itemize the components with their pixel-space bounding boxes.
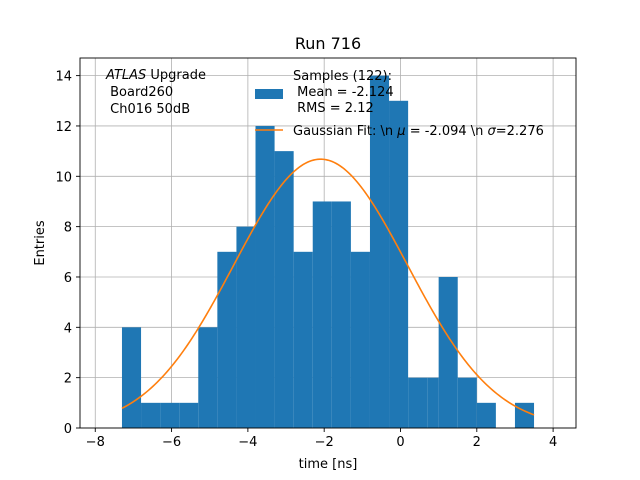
x-axis-ticks: −8 −6 −4 −2 0 2 4 [86,428,557,450]
histogram-bar [438,276,458,428]
x-axis-label: time [ns] [299,457,358,472]
chart-title: Run 716 [295,34,361,53]
legend-fit-label: Gaussian Fit: \n μ = -2.094 \n σ=2.276 [293,124,544,139]
legend-fit-prefix: Gaussian Fit: \n [293,124,397,139]
annotation-upgrade: Upgrade [146,68,206,83]
run-annotation: ATLAS Upgrade Board260 Ch016 50dB [105,68,206,117]
histogram-bar [312,201,332,428]
annotation-channel: Ch016 50dB [106,102,190,117]
histogram-bar [369,75,390,428]
histogram-bar [476,402,496,428]
histogram-bar [408,377,428,428]
legend-fit-mu-symbol: μ [396,124,405,139]
histogram-bar [331,201,351,428]
legend-rms-label: RMS = 2.12 [293,101,374,116]
x-tick-label: 2 [473,435,481,450]
x-tick-label: 4 [549,435,557,450]
x-tick-label: −4 [238,435,257,450]
legend: Samples (122): Mean = -2.124 RMS = 2.12 … [255,69,544,139]
axes-frame [79,57,577,429]
histogram-bar [255,125,275,429]
legend-histogram-swatch [255,89,283,99]
histogram-bar [350,251,370,428]
legend-samples-label: Samples (122): [293,69,392,84]
y-tick-label: 6 [64,271,72,286]
x-tick-label: 0 [396,435,404,450]
y-tick-label: 0 [64,422,72,437]
histogram-bar [179,402,199,428]
fit-layer [121,158,535,416]
histogram-bar [514,402,535,428]
annotation-board: Board260 [106,85,173,100]
histogram-bar [293,251,313,428]
y-tick-label: 12 [55,120,72,135]
histogram-bar [274,151,294,428]
histogram-bar [217,251,237,428]
histogram-bar [427,377,439,428]
histogram-bar [389,100,409,428]
gaussian-fit-curve [121,158,535,416]
legend-fit-sigma-value: =2.276 [496,124,544,139]
y-tick-label: 14 [55,70,72,85]
y-axis-ticks: 0 2 4 6 8 10 12 14 [55,70,80,437]
x-tick-label: −6 [162,435,181,450]
histogram-bar [236,226,256,428]
y-tick-label: 8 [64,221,72,236]
x-tick-label: −8 [86,435,105,450]
annotation-atlas: ATLAS [105,68,146,83]
legend-fit-mu-value: = -2.094 \n [406,124,488,139]
histogram-bar [160,402,180,428]
y-tick-label: 4 [64,321,72,336]
y-tick-label: 2 [64,372,72,387]
legend-fit-sigma-symbol: σ [488,124,497,139]
legend-mean-label: Mean = -2.124 [293,85,394,100]
annotation-line-1: ATLAS Upgrade [105,68,206,83]
histogram-bar [457,377,477,428]
histogram-bar [198,327,218,428]
y-axis-label: Entries [33,220,48,266]
histogram-bar [141,402,161,428]
histogram-bar [121,327,142,428]
y-tick-label: 10 [55,170,72,185]
x-tick-label: −2 [315,435,334,450]
